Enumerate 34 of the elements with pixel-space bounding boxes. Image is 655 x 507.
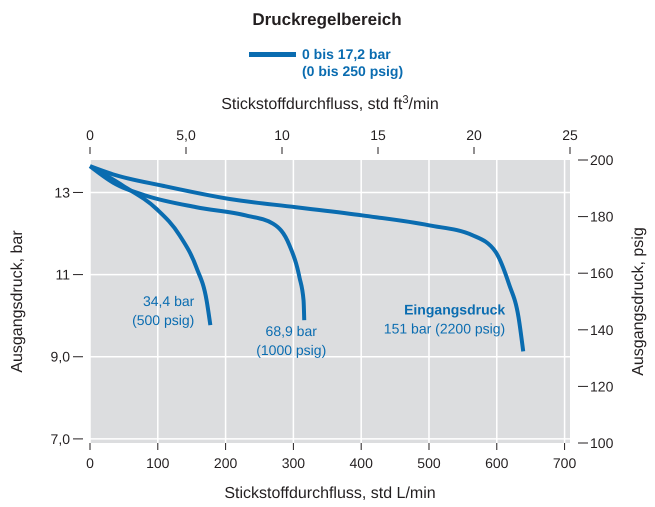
y2-tick-label: 160 <box>590 265 614 282</box>
y2-tick-label: 200 <box>590 152 614 168</box>
y2-tick-label: 120 <box>590 378 614 394</box>
x-tick-label: 400 <box>350 455 374 471</box>
x2-tick-label: 25 <box>562 127 578 143</box>
y2-axis-title: Ausgangsdruck, psig <box>630 227 647 376</box>
x-tick-label: 0 <box>86 455 94 471</box>
y-tick-label: 13 <box>54 184 70 200</box>
x2-axis-title: Stickstoffdurchfluss, std ft$^{3}$/min <box>221 94 439 113</box>
y-tick-label: 11 <box>55 266 70 283</box>
x2-tick-label: 10 <box>274 127 290 143</box>
x2-tick-label: 5,0 <box>176 127 196 143</box>
y-tick-label: 9,0 <box>50 348 70 365</box>
x-tick-label: 100 <box>146 455 170 471</box>
y-axis-title: Ausgangsdruck, bar <box>9 230 26 373</box>
x2-tick-label: 20 <box>466 127 482 143</box>
series-label: 68,9 bar (1000 psig) <box>256 323 326 358</box>
x2-tick-label: 0 <box>86 127 94 143</box>
series-label: 34,4 bar (500 psig) <box>132 293 195 328</box>
series-label: 151 bar (2200 psig) <box>384 320 506 336</box>
annotation: Eingangsdruck <box>404 301 506 318</box>
x-tick-label: 600 <box>485 455 509 471</box>
chart-title: Druckregelbereich <box>252 10 402 29</box>
chart-subtitle: 0 bis 17,2 bar (0 bis 250 psig) <box>302 46 404 79</box>
x-axis-title: Stickstoffdurchfluss, std L/min <box>224 485 436 502</box>
x2-tick-label: 15 <box>370 127 386 143</box>
x-tick-label: 500 <box>417 455 441 471</box>
y2-tick-label: 180 <box>590 208 614 225</box>
y-tick-label: 7,0 <box>50 430 70 447</box>
y2-tick-label: 140 <box>590 322 614 338</box>
x-tick-label: 200 <box>214 455 238 471</box>
y2-tick-label: 100 <box>590 435 614 451</box>
x-tick-label: 300 <box>282 455 306 471</box>
x-tick-label: 700 <box>552 455 576 471</box>
